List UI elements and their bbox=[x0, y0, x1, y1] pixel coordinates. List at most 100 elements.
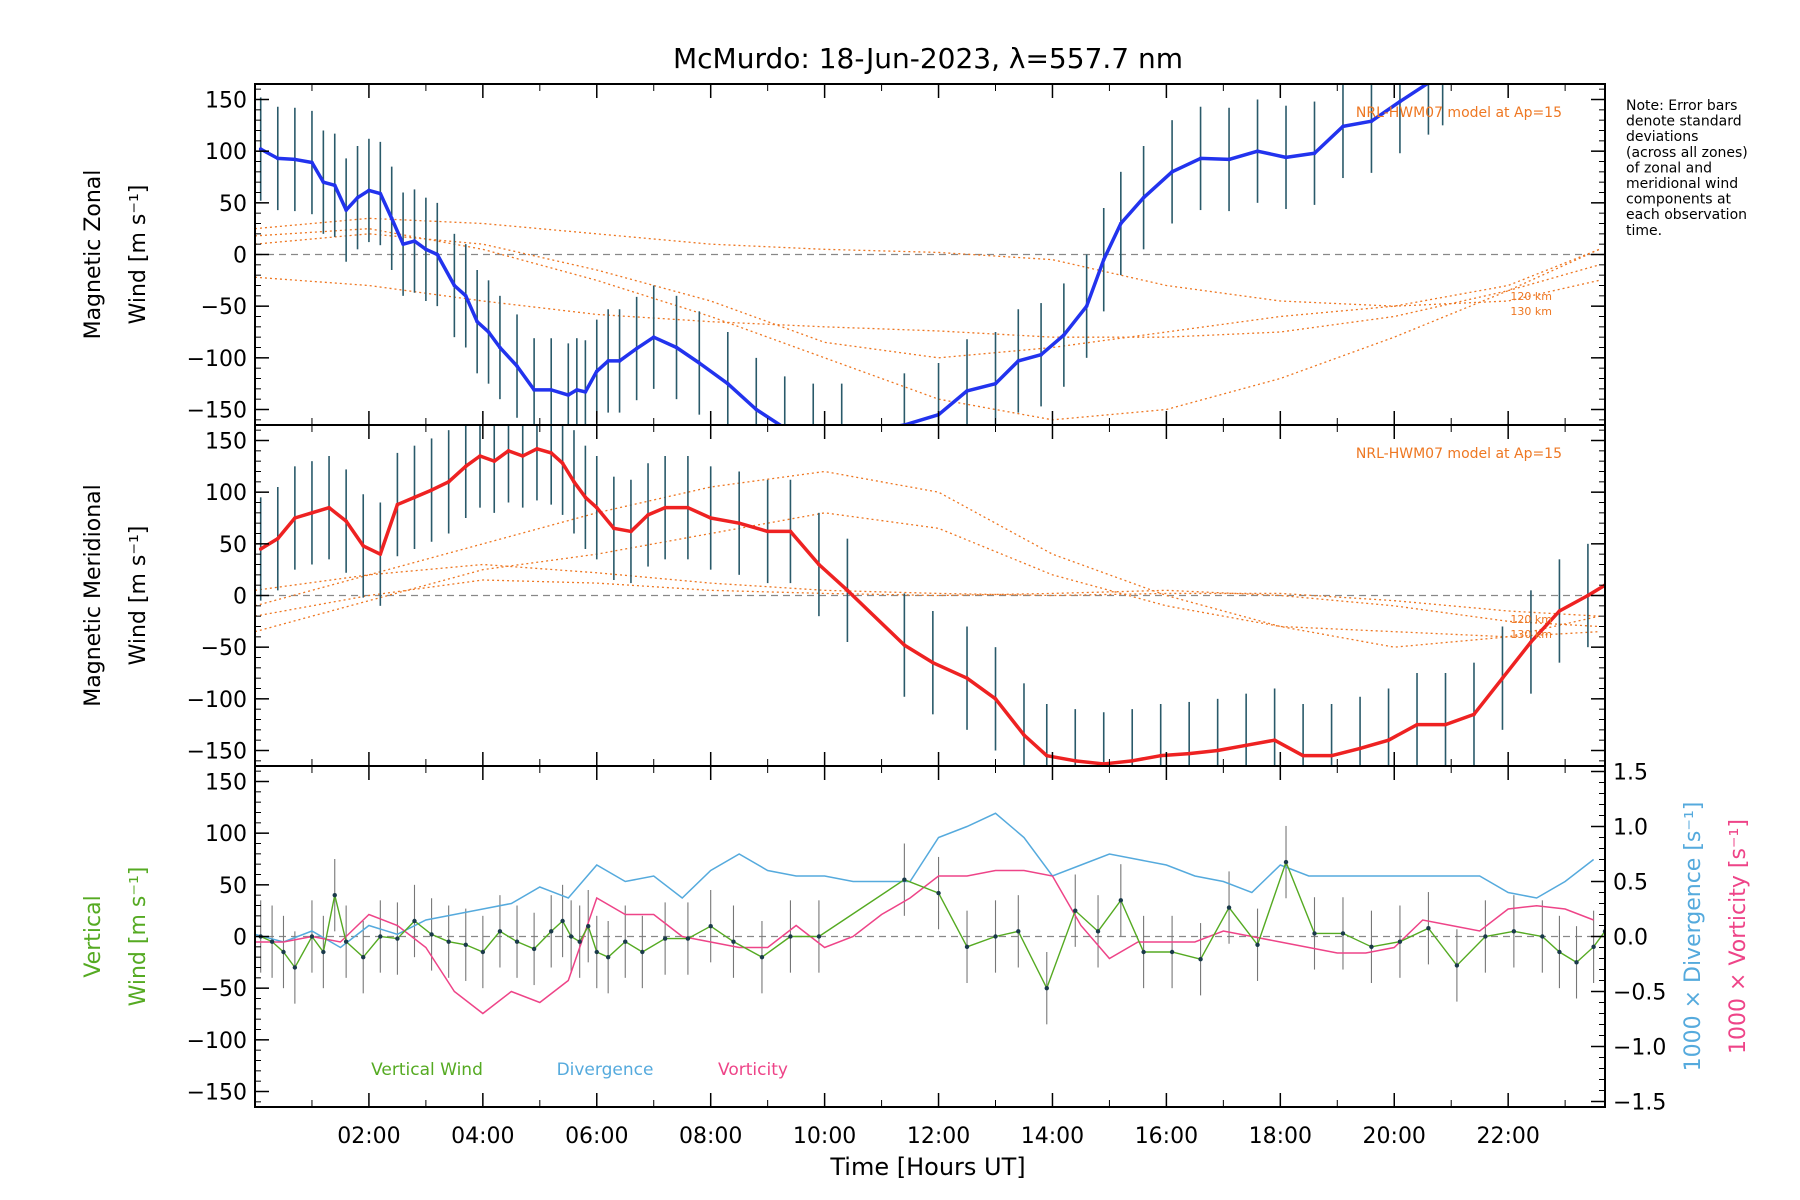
zonal-wind-point bbox=[293, 157, 297, 162]
vertical-wind-point bbox=[594, 949, 599, 955]
note-line: components at bbox=[1626, 192, 1732, 208]
y-tick-label: −100 bbox=[187, 1029, 247, 1054]
plot-area-meridional bbox=[255, 425, 1605, 766]
y-tick-label: 0 bbox=[233, 244, 247, 269]
y-axis-label-line1: Magnetic Meridional bbox=[81, 484, 106, 706]
vertical-wind-point bbox=[993, 934, 998, 939]
panel-zonal: NRL-HWM07 model at Ap=15 120 km 130 km 150 1… bbox=[81, 83, 1606, 426]
meridional-wind-point bbox=[258, 547, 263, 551]
x-tick-label: 06:00 bbox=[565, 1124, 628, 1149]
y-tick-label: 150 bbox=[205, 89, 247, 114]
zonal-wind-point bbox=[389, 216, 394, 221]
right-tick-label: −0.5 bbox=[1613, 981, 1666, 1006]
vertical-wind-point bbox=[1283, 859, 1289, 865]
meridional-wind-point bbox=[395, 502, 400, 507]
zonal-wind-point bbox=[1039, 352, 1043, 357]
vertical-wind-point bbox=[1073, 908, 1078, 913]
x-tick-label: 14:00 bbox=[1021, 1124, 1084, 1149]
note-line: denote standard bbox=[1626, 114, 1742, 130]
meridional-wind-point bbox=[594, 505, 599, 510]
x-tick-label: 18:00 bbox=[1249, 1124, 1312, 1149]
zonal-wind-point bbox=[1062, 333, 1066, 337]
meridional-wind-point bbox=[737, 521, 741, 525]
zonal-wind-point bbox=[1198, 156, 1203, 161]
model-altitude-label: 130 km bbox=[1510, 628, 1552, 641]
model-curve bbox=[255, 233, 1600, 359]
meridional-wind-point bbox=[686, 505, 690, 510]
y-tick-label: −50 bbox=[201, 977, 247, 1002]
zonal-wind-point bbox=[634, 346, 639, 351]
vertical-wind-point bbox=[759, 954, 765, 960]
x-tick-label: 22:00 bbox=[1476, 1124, 1539, 1149]
zonal-wind-point bbox=[1016, 359, 1021, 363]
meridional-wind-point bbox=[1187, 751, 1191, 756]
vertical-wind-point bbox=[292, 965, 298, 970]
zonal-wind-point bbox=[424, 247, 428, 252]
x-tick-label: 10:00 bbox=[793, 1124, 856, 1149]
vertical-wind-point bbox=[1169, 949, 1175, 955]
x-tick-label: 12:00 bbox=[907, 1124, 970, 1149]
right-tick-label: −1.5 bbox=[1613, 1091, 1666, 1116]
zonal-wind-point bbox=[475, 319, 479, 324]
zonal-wind-point bbox=[435, 252, 440, 257]
vertical-wind-point bbox=[497, 929, 503, 934]
y-tick-label: 50 bbox=[219, 192, 247, 217]
model-curve bbox=[255, 228, 1600, 421]
model-altitude-label: 120 km bbox=[1510, 290, 1552, 303]
vertical-wind-point bbox=[1454, 963, 1460, 968]
meridional-wind-point bbox=[1272, 738, 1277, 742]
zonal-wind-point bbox=[367, 188, 371, 193]
meridional-wind-point bbox=[1500, 676, 1505, 680]
note-line: meridional wind bbox=[1626, 176, 1738, 192]
model-curve bbox=[255, 512, 1600, 638]
zonal-wind-point bbox=[515, 364, 519, 368]
meridional-wind-point bbox=[1529, 640, 1533, 644]
model-curve bbox=[255, 563, 1600, 617]
zonal-wind-point bbox=[1284, 155, 1288, 160]
y-tick-label: −100 bbox=[187, 688, 247, 713]
vertical-wind-point bbox=[1483, 934, 1488, 939]
vertical-wind-point bbox=[788, 934, 793, 939]
meridional-wind-point bbox=[1215, 748, 1220, 753]
vertical-wind-point bbox=[586, 923, 591, 929]
y-tick-label: 100 bbox=[205, 140, 247, 165]
vertical-wind-point bbox=[1574, 960, 1579, 965]
zonal-wind-point bbox=[549, 388, 554, 392]
zonal-wind-point bbox=[532, 388, 536, 392]
zonal-wind-point bbox=[463, 294, 468, 298]
meridional-wind-point bbox=[583, 495, 588, 500]
y-tick-label: 100 bbox=[205, 822, 247, 847]
zonal-wind-point bbox=[651, 335, 656, 339]
zonal-wind-point bbox=[310, 160, 314, 165]
meridional-wind-point bbox=[708, 516, 713, 520]
model-curve bbox=[255, 264, 1600, 338]
y-tick-label: −50 bbox=[201, 636, 247, 661]
zonal-wind-point bbox=[1312, 151, 1317, 156]
zonal-wind-point bbox=[401, 242, 405, 246]
zonal-wind-point bbox=[412, 239, 417, 243]
vertical-wind-point bbox=[662, 936, 668, 941]
x-tick-label: 08:00 bbox=[679, 1124, 742, 1149]
meridional-wind-point bbox=[378, 552, 383, 556]
plot-area-vertical bbox=[255, 812, 1605, 1025]
meridional-wind-point bbox=[572, 480, 576, 484]
zonal-wind-point bbox=[697, 361, 702, 365]
meridional-wind-point bbox=[1557, 609, 1562, 613]
zonal-wind-line bbox=[259, 84, 1431, 425]
meridional-wind-point bbox=[1358, 746, 1362, 751]
meridional-wind-point bbox=[1386, 738, 1391, 742]
vertical-wind-point bbox=[321, 949, 326, 955]
x-tick-label: 20:00 bbox=[1363, 1124, 1426, 1149]
right-tick-label: −1.0 bbox=[1613, 1036, 1666, 1061]
vertical-wind-point bbox=[281, 949, 286, 955]
zonal-wind-point bbox=[275, 156, 280, 161]
meridional-wind-point bbox=[478, 454, 482, 458]
meridional-wind-point bbox=[327, 505, 331, 510]
meridional-wind-line bbox=[259, 447, 1605, 766]
vertical-wind-point bbox=[560, 918, 565, 924]
divergence-line bbox=[255, 812, 1595, 949]
vertical-wind-point bbox=[936, 890, 941, 896]
vorticity-axis-label: 1000 × Vorticity [s⁻¹] bbox=[1726, 819, 1751, 1054]
vertical-wind-point bbox=[463, 942, 468, 947]
